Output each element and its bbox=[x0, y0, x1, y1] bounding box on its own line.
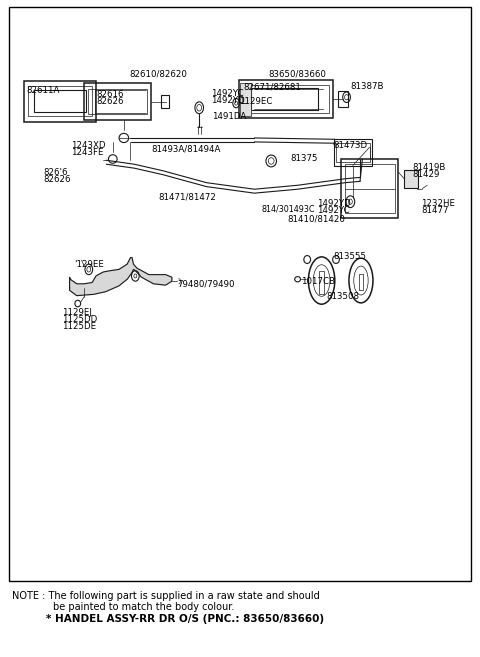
Text: 81387B: 81387B bbox=[350, 82, 384, 91]
Text: 1017CB: 1017CB bbox=[301, 277, 336, 286]
Text: 81419B: 81419B bbox=[413, 163, 446, 172]
Text: 813508: 813508 bbox=[327, 292, 360, 302]
Bar bbox=[88, 89, 147, 114]
Bar bbox=[239, 80, 333, 118]
Bar bbox=[9, 7, 471, 581]
Bar bbox=[404, 170, 418, 188]
Text: 82610/82620: 82610/82620 bbox=[130, 69, 187, 78]
Text: 82671/82681: 82671/82681 bbox=[244, 82, 301, 91]
Bar bbox=[240, 83, 251, 116]
Text: 1129EJ: 1129EJ bbox=[62, 307, 92, 317]
Text: 814/301493C: 814/301493C bbox=[262, 204, 315, 214]
Bar bbox=[359, 274, 363, 290]
Text: 1129EC: 1129EC bbox=[239, 97, 273, 106]
Text: 82626: 82626 bbox=[96, 97, 123, 106]
Text: 1232HE: 1232HE bbox=[421, 199, 456, 208]
Bar bbox=[334, 139, 372, 166]
Bar bbox=[319, 271, 324, 294]
Text: 1125DD: 1125DD bbox=[62, 315, 97, 324]
Bar bbox=[84, 83, 151, 120]
Bar bbox=[341, 159, 398, 218]
Text: 81375: 81375 bbox=[290, 154, 318, 164]
Text: be painted to match the body colour.: be painted to match the body colour. bbox=[53, 602, 234, 612]
Bar bbox=[28, 86, 92, 116]
Text: 1243FE: 1243FE bbox=[71, 148, 104, 157]
Bar bbox=[24, 81, 96, 122]
Text: 1125DE: 1125DE bbox=[62, 322, 96, 331]
Bar bbox=[243, 85, 329, 113]
Text: 813555: 813555 bbox=[333, 252, 366, 261]
Text: 82616: 82616 bbox=[96, 90, 123, 99]
Bar bbox=[251, 88, 318, 110]
Bar bbox=[338, 91, 348, 107]
Text: 1492YD: 1492YD bbox=[317, 199, 350, 208]
Polygon shape bbox=[70, 258, 172, 296]
Bar bbox=[336, 143, 370, 162]
Text: 1492YD: 1492YD bbox=[211, 96, 245, 105]
Text: 79480/79490: 79480/79490 bbox=[178, 279, 235, 288]
Text: 82611A: 82611A bbox=[26, 86, 60, 95]
Text: 1491DA: 1491DA bbox=[212, 112, 246, 122]
Text: 82626: 82626 bbox=[43, 175, 71, 184]
Text: 81477: 81477 bbox=[421, 206, 449, 215]
Text: NOTE : The following part is supplied in a raw state and should: NOTE : The following part is supplied in… bbox=[12, 591, 320, 601]
Bar bbox=[34, 90, 86, 112]
Text: 826'6: 826'6 bbox=[43, 168, 68, 177]
Text: 81473D: 81473D bbox=[334, 141, 368, 150]
Bar bbox=[345, 164, 395, 213]
Text: 1492YC: 1492YC bbox=[211, 89, 244, 98]
Text: 81429: 81429 bbox=[413, 170, 440, 179]
Text: 83650/83660: 83650/83660 bbox=[269, 69, 326, 78]
Text: '129EE: '129EE bbox=[74, 260, 104, 269]
Text: 81471/81472: 81471/81472 bbox=[158, 193, 216, 202]
Text: 1243XD: 1243XD bbox=[71, 141, 106, 150]
Bar bbox=[161, 95, 169, 108]
Text: 81493A/81494A: 81493A/81494A bbox=[152, 145, 221, 154]
Text: * HANDEL ASSY-RR DR O/S (PNC.: 83650/83660): * HANDEL ASSY-RR DR O/S (PNC.: 83650/836… bbox=[46, 614, 324, 623]
Text: 81410/81420: 81410/81420 bbox=[287, 215, 345, 224]
Text: 1492YC: 1492YC bbox=[317, 206, 349, 215]
